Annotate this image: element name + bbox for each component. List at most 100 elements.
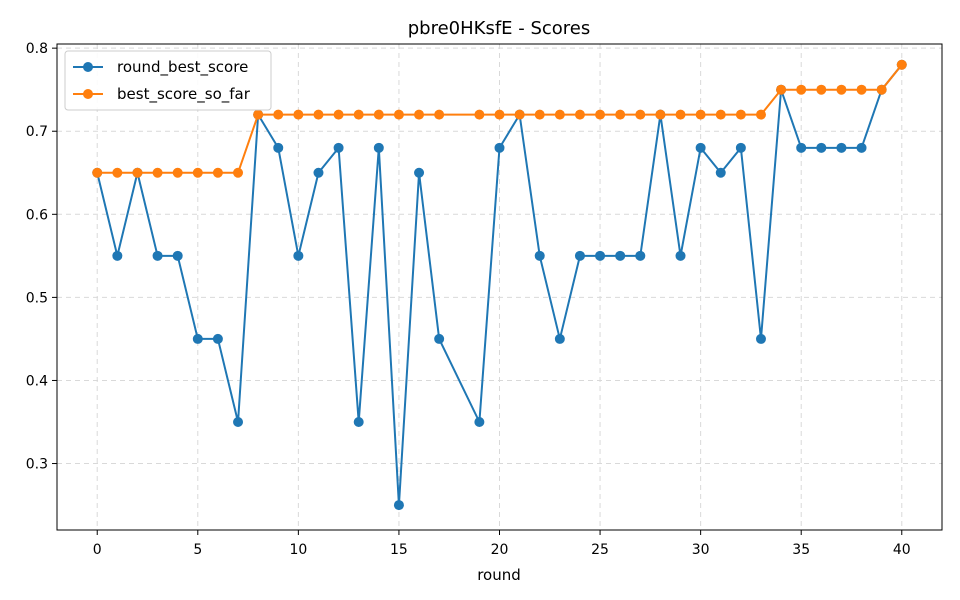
legend-box xyxy=(64,50,272,111)
data-point xyxy=(293,109,304,120)
data-point xyxy=(534,250,545,261)
x-axis-label: round xyxy=(477,566,521,584)
data-point xyxy=(735,109,746,120)
data-point xyxy=(796,142,807,153)
x-tick-label: 25 xyxy=(591,542,609,558)
data-point xyxy=(695,109,706,120)
data-point xyxy=(514,109,525,120)
data-point xyxy=(655,109,666,120)
y-tick-label: 0.3 xyxy=(26,457,48,473)
data-point xyxy=(554,333,565,344)
x-tick-label: 0 xyxy=(93,542,102,558)
data-point xyxy=(635,250,646,261)
data-point xyxy=(333,109,344,120)
data-point xyxy=(112,167,123,178)
data-point xyxy=(212,167,223,178)
data-point xyxy=(554,109,565,120)
data-point xyxy=(635,109,646,120)
series-line xyxy=(96,64,903,507)
data-point xyxy=(615,250,626,261)
data-point xyxy=(414,167,425,178)
data-point xyxy=(494,109,505,120)
data-point xyxy=(574,250,585,261)
data-point xyxy=(132,167,143,178)
data-point xyxy=(755,109,766,120)
data-point xyxy=(735,142,746,153)
legend-marker xyxy=(83,89,93,99)
legend-item-best-score-so-far: best_score_so_far xyxy=(73,85,251,104)
data-point xyxy=(474,109,485,120)
data-point xyxy=(434,109,445,120)
data-point xyxy=(595,250,606,261)
legend-marker xyxy=(83,62,93,72)
grid-lines xyxy=(57,44,942,530)
data-point xyxy=(615,109,626,120)
legend-label: best_score_so_far xyxy=(117,85,251,104)
y-tick-label: 0.4 xyxy=(26,373,48,389)
legend: round_best_score best_score_so_far xyxy=(64,50,272,111)
data-point xyxy=(313,109,324,120)
data-point xyxy=(816,142,827,153)
data-point xyxy=(152,250,163,261)
data-point xyxy=(212,333,223,344)
x-tick-label: 40 xyxy=(893,542,911,558)
data-point xyxy=(534,109,545,120)
y-tick-label: 0.5 xyxy=(26,290,48,306)
data-point xyxy=(856,84,867,95)
data-point xyxy=(273,142,284,153)
data-point xyxy=(393,500,404,511)
data-point xyxy=(856,142,867,153)
data-point xyxy=(293,250,304,261)
data-point xyxy=(273,109,284,120)
chart-title: pbre0HKsfE - Scores xyxy=(408,18,591,39)
legend-item-round-best-score: round_best_score xyxy=(73,58,248,77)
data-point xyxy=(474,417,485,427)
data-point xyxy=(675,109,686,120)
data-point xyxy=(373,142,384,153)
data-point xyxy=(233,417,244,427)
legend-label: round_best_score xyxy=(117,58,248,77)
data-point xyxy=(313,167,324,178)
data-point xyxy=(253,109,264,120)
data-point xyxy=(876,84,887,95)
data-point xyxy=(434,333,445,344)
y-tick-label: 0.6 xyxy=(26,207,48,223)
data-point xyxy=(755,333,766,344)
data-point xyxy=(192,167,203,178)
y-tick-label: 0.7 xyxy=(26,124,48,140)
data-point xyxy=(574,109,585,120)
data-point xyxy=(112,250,123,261)
data-point xyxy=(373,109,384,120)
x-tick-label: 5 xyxy=(193,542,202,558)
data-point xyxy=(715,109,726,120)
data-point xyxy=(152,167,163,178)
y-axis: 0.3 0.4 0.5 0.6 0.7 0.8 xyxy=(26,41,57,473)
data-point xyxy=(836,84,847,95)
data-point xyxy=(414,109,425,120)
data-point xyxy=(92,167,103,178)
series-group xyxy=(92,59,907,511)
data-point xyxy=(595,109,606,120)
data-point xyxy=(393,109,404,120)
data-point xyxy=(233,167,244,178)
data-point xyxy=(816,84,827,95)
data-point xyxy=(353,109,364,120)
data-point xyxy=(675,250,686,261)
x-axis: 0 5 10 15 20 25 30 35 40 xyxy=(93,530,911,558)
data-point xyxy=(172,250,183,261)
data-point xyxy=(695,142,706,153)
data-point xyxy=(353,417,364,427)
series-best-score-so-far xyxy=(92,59,907,178)
x-tick-label: 20 xyxy=(491,542,509,558)
data-point xyxy=(192,333,203,344)
data-point xyxy=(796,84,807,95)
data-point xyxy=(172,167,183,178)
y-tick-label: 0.8 xyxy=(26,41,48,57)
data-point xyxy=(333,142,344,153)
data-point xyxy=(896,59,907,70)
x-tick-label: 35 xyxy=(792,542,810,558)
data-point xyxy=(715,167,726,178)
data-point xyxy=(494,142,505,153)
series-line xyxy=(97,64,903,174)
